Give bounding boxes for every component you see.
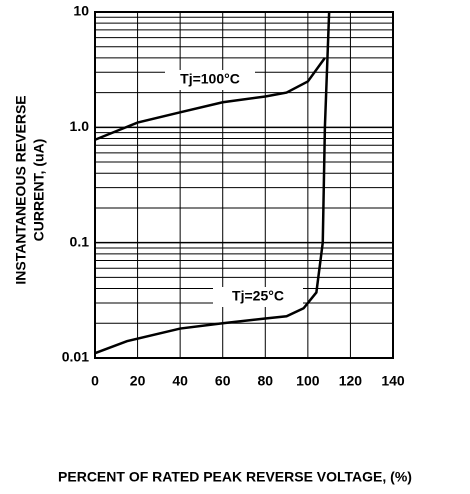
y-tick-label: 0.01 [62,349,89,365]
x-tick-label: 140 [381,373,405,389]
x-axis-label: PERCENT OF RATED PEAK REVERSE VOLTAGE, (… [58,469,412,485]
x-tick-label: 100 [296,373,320,389]
label-bg [213,287,303,307]
series-line [94,57,326,141]
x-tick-label: 60 [215,373,231,389]
y-tick-label: 1.0 [70,118,90,134]
plot-frame [94,11,394,359]
label-bg [165,70,255,90]
x-tick-label: 20 [130,373,146,389]
series-label: Tj=100°C [180,71,240,87]
y-tick-label: 0.1 [70,233,90,249]
x-tick-label: 120 [339,373,363,389]
series-line [94,11,331,355]
y-axis-label: CURRENT, (uA) [31,139,47,242]
x-tick-label: 40 [172,373,188,389]
y-tick-label: 10 [73,3,89,19]
series-label: Tj=25°C [232,288,284,304]
x-tick-label: 0 [91,373,99,389]
y-axis-label: INSTANTANEOUS REVERSE [13,95,29,284]
x-tick-label: 80 [257,373,273,389]
